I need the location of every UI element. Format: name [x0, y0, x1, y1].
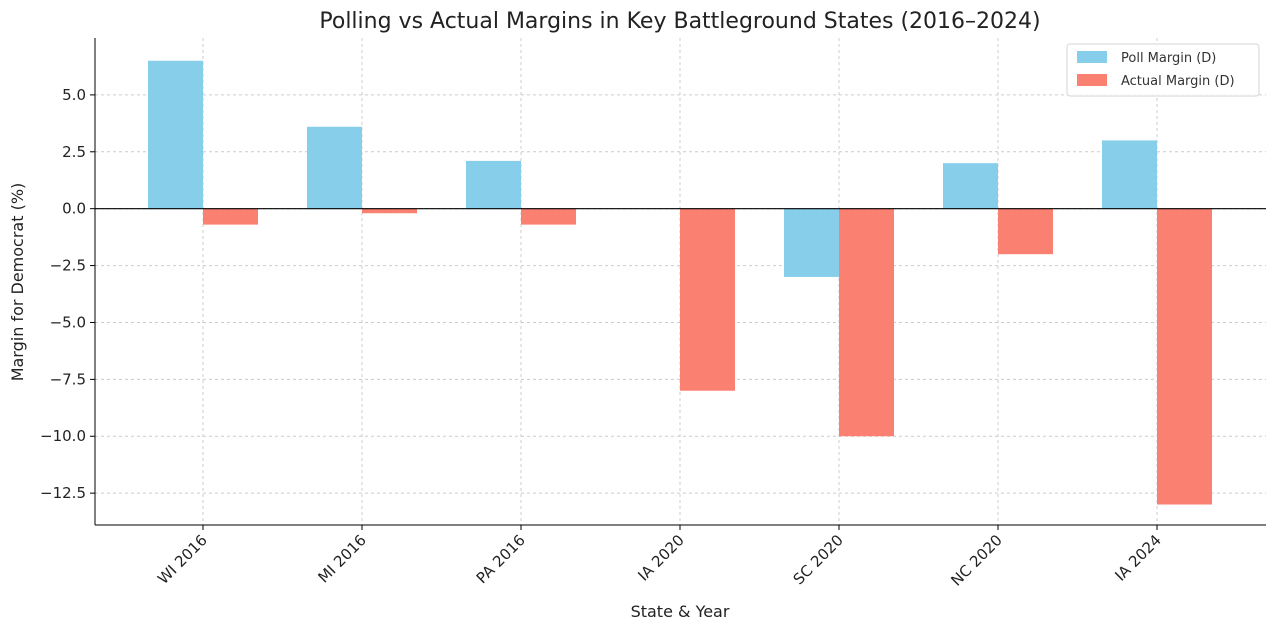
legend-label: Actual Margin (D)	[1121, 74, 1235, 89]
x-tick-label: IA 2024	[1111, 531, 1164, 584]
actual-margin-bar	[362, 208, 417, 214]
actual-margin-bar	[998, 208, 1053, 255]
x-tick-label: NC 2020	[947, 531, 1005, 589]
x-axis-label: State & Year	[631, 602, 730, 621]
legend: Poll Margin (D) Actual Margin (D)	[1066, 43, 1260, 97]
legend-box	[1066, 43, 1260, 97]
y-ticks: 5.0 2.5 0.0 −2.5 −5.0 −7.5 −10.0 −12.5	[40, 86, 95, 502]
y-axis-label: Margin for Democrat (%)	[8, 183, 27, 382]
x-tick-label: SC 2020	[790, 531, 847, 588]
chart-title: Polling vs Actual Margins in Key Battleg…	[319, 9, 1040, 34]
actual-margin-bar	[1157, 208, 1212, 505]
y-tick-label: 2.5	[62, 143, 86, 161]
legend-label: Poll Margin (D)	[1121, 51, 1216, 66]
actual-margin-bar	[680, 208, 735, 391]
y-tick-label: −10.0	[40, 427, 86, 445]
legend-swatch	[1077, 74, 1107, 86]
poll-margin-bar	[1102, 140, 1157, 209]
y-tick-label: −7.5	[50, 370, 86, 388]
y-tick-label: −5.0	[50, 313, 86, 331]
y-tick-label: −12.5	[40, 484, 86, 502]
bars-group	[148, 60, 1212, 505]
x-tick-label: IA 2020	[634, 531, 687, 584]
poll-margin-bar	[943, 163, 998, 209]
poll-margin-bar	[148, 60, 203, 209]
actual-margin-bar	[203, 208, 258, 225]
x-tick-label: WI 2016	[154, 531, 211, 588]
x-tick-label: PA 2016	[473, 531, 529, 587]
y-tick-label: 5.0	[62, 86, 86, 104]
poll-margin-bar	[784, 208, 839, 277]
actual-margin-bar	[839, 208, 894, 437]
y-tick-label: −2.5	[50, 257, 86, 275]
y-tick-label: 0.0	[62, 200, 86, 218]
poll-margin-bar	[466, 160, 521, 209]
legend-swatch	[1077, 51, 1107, 63]
x-tick-label: MI 2016	[314, 531, 369, 586]
x-ticks: WI 2016 MI 2016 PA 2016 IA 2020 SC 2020 NC 20…	[154, 525, 1165, 590]
poll-margin-bar	[307, 126, 362, 209]
actual-margin-bar	[521, 208, 576, 225]
